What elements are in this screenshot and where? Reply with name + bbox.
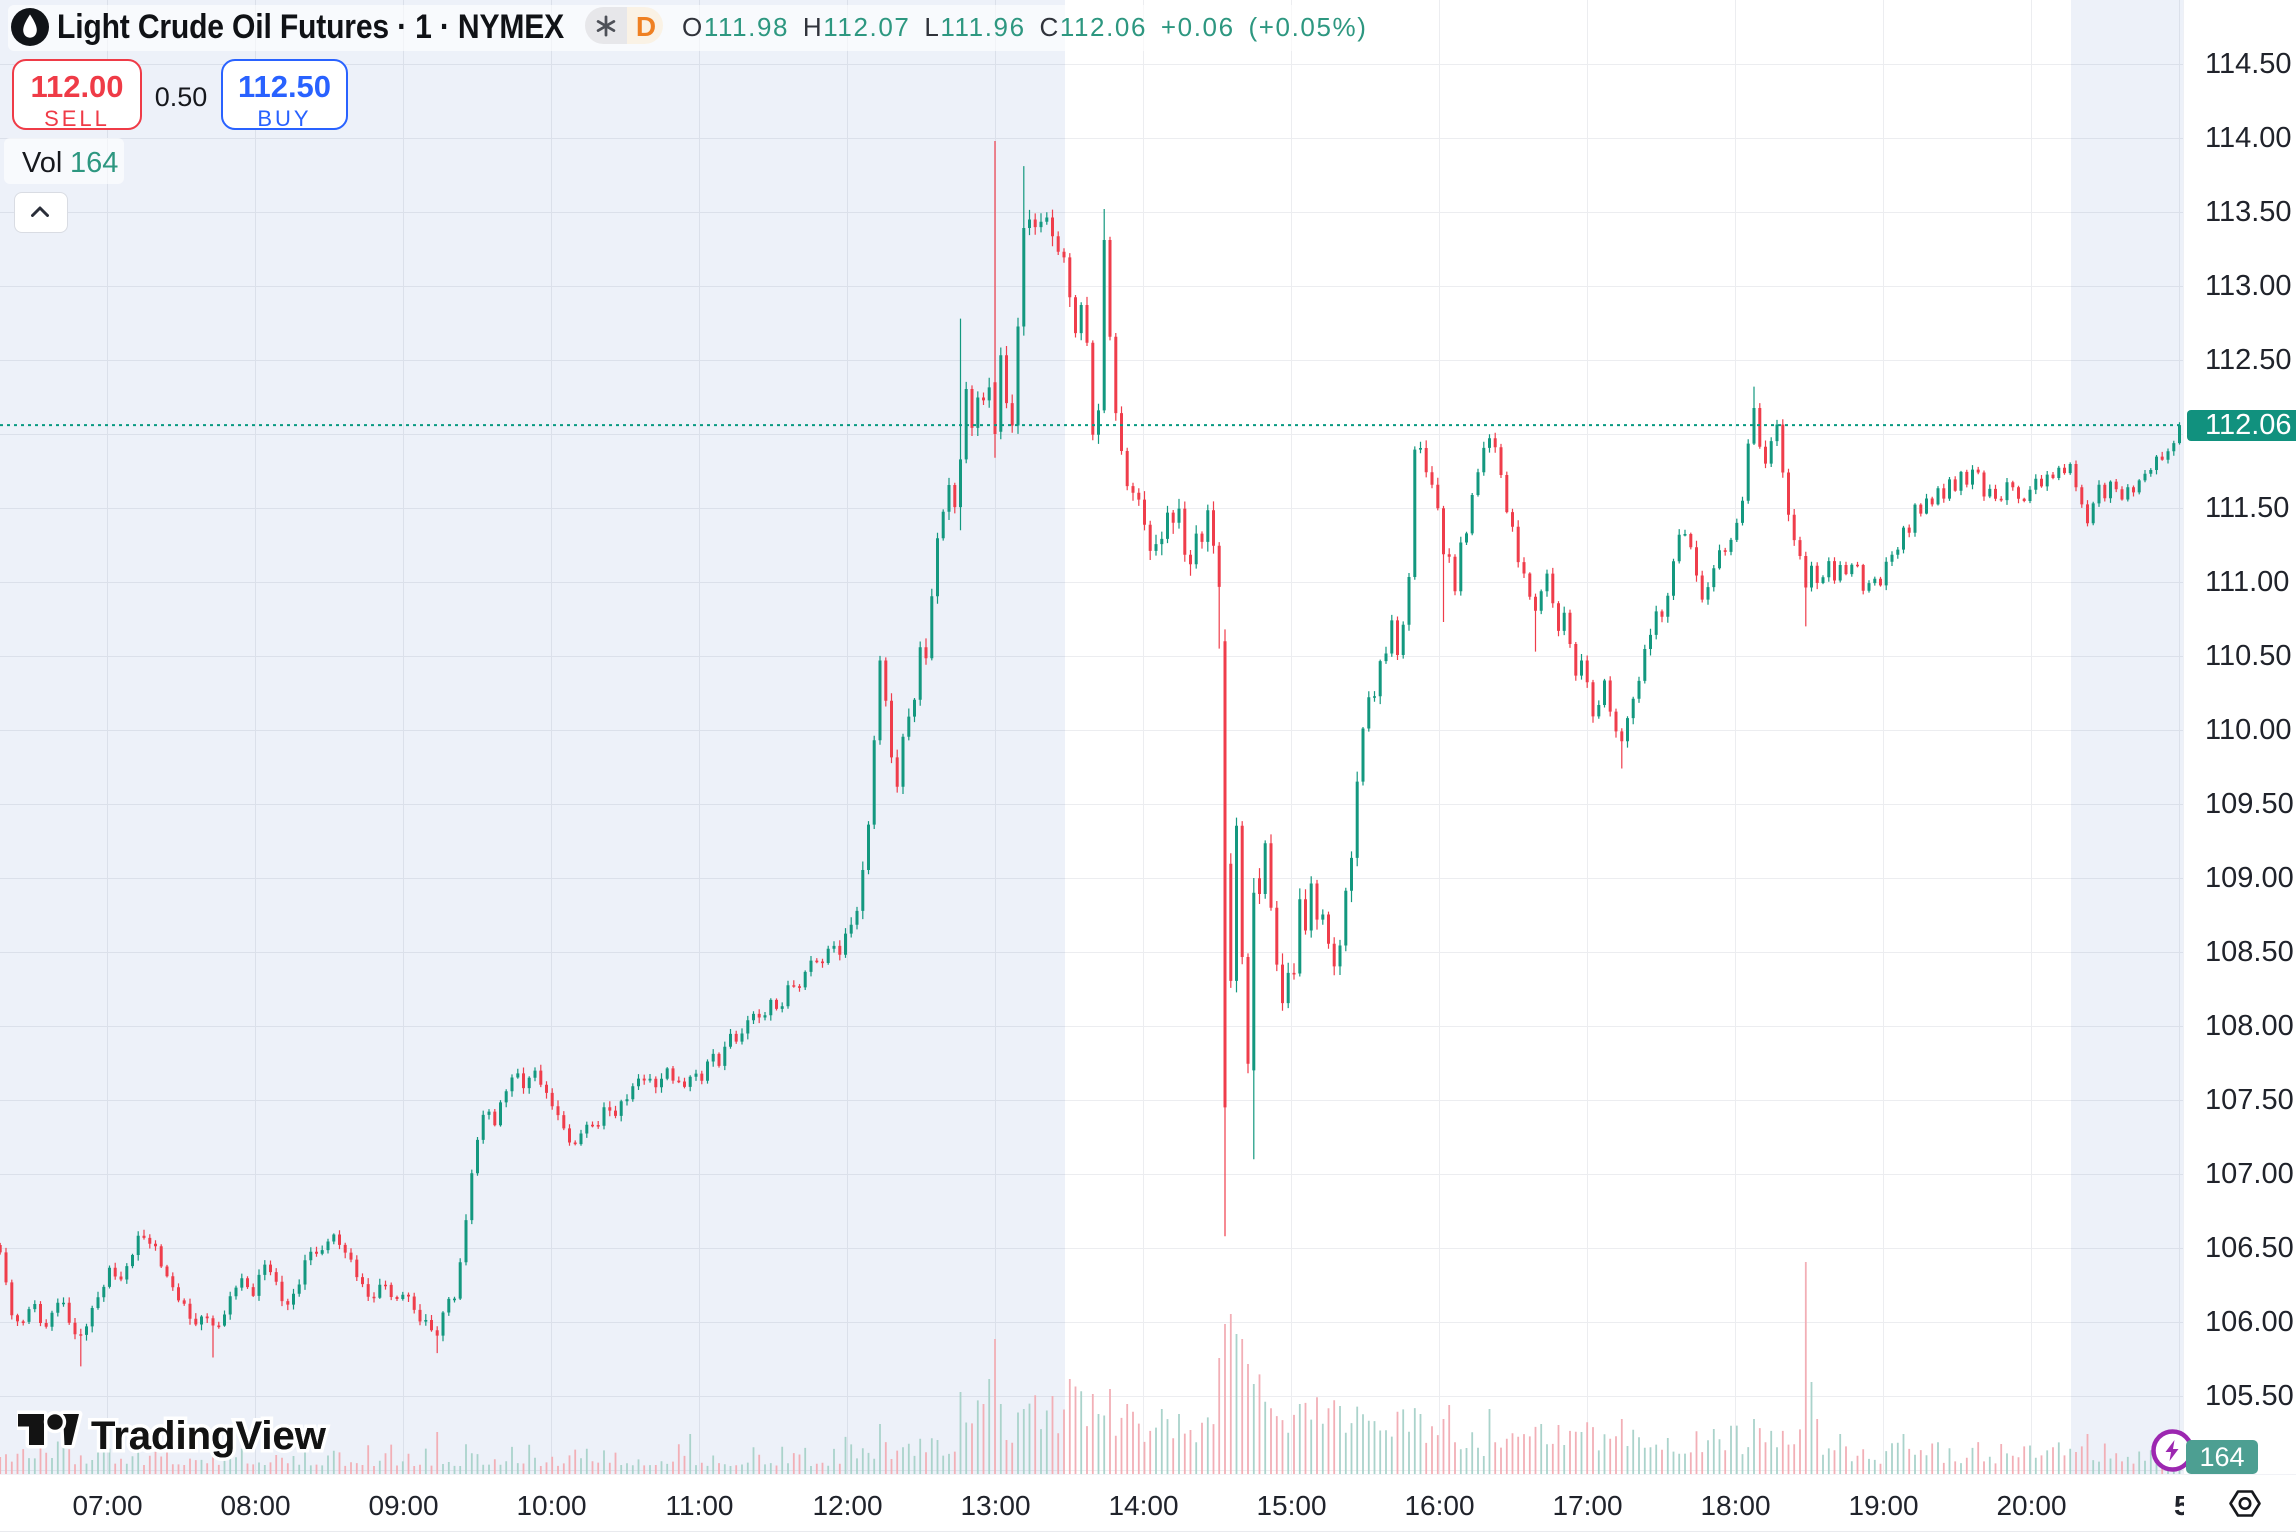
svg-text:TradingView: TradingView: [91, 1414, 327, 1458]
svg-text:TradingView: TradingView: [91, 1414, 327, 1458]
